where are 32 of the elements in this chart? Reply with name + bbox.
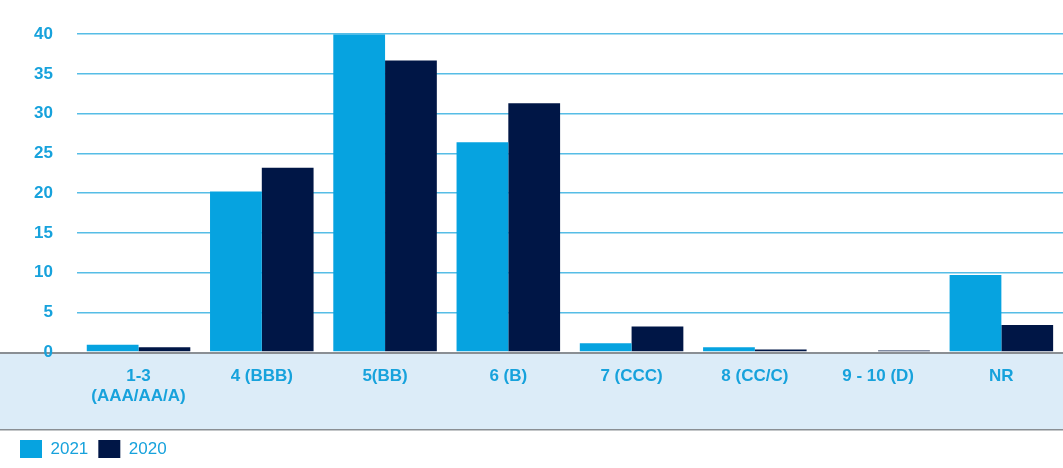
legend-label: 2020 bbox=[128, 438, 167, 458]
bar bbox=[631, 326, 684, 352]
bar bbox=[703, 347, 755, 352]
bar bbox=[138, 347, 191, 352]
x-tick-label: 1-3 (AAA/AA/A) bbox=[91, 365, 186, 406]
bar bbox=[333, 34, 386, 352]
bar bbox=[579, 343, 632, 352]
y-tick-label: 15 bbox=[33, 222, 53, 242]
x-tick-label: 9 - 10 (D) bbox=[842, 365, 915, 385]
bar bbox=[456, 142, 509, 352]
y-tick-label: 10 bbox=[33, 262, 53, 282]
bar bbox=[949, 274, 1002, 352]
bar bbox=[261, 167, 314, 352]
bar bbox=[1001, 324, 1054, 352]
x-tick-label: 6 (B) bbox=[489, 365, 528, 385]
x-tick-label: 5(BB) bbox=[362, 365, 408, 385]
bar bbox=[508, 103, 561, 352]
legend-label: 2021 bbox=[50, 438, 89, 458]
y-tick-label: 0 bbox=[43, 341, 53, 361]
y-tick-label: 30 bbox=[33, 103, 53, 123]
y-tick-label: 25 bbox=[33, 143, 53, 163]
bar bbox=[86, 344, 139, 352]
x-tick-label: 7 (CCC) bbox=[600, 365, 663, 385]
x-tick-label: NR bbox=[989, 365, 1014, 385]
bar bbox=[385, 60, 437, 352]
y-tick-label: 35 bbox=[33, 63, 53, 83]
x-tick-label: 8 (CC/C) bbox=[721, 365, 789, 385]
x-tick-label: 4 (BBB) bbox=[230, 365, 293, 385]
y-tick-label: 5 bbox=[43, 301, 53, 321]
y-tick-label: 40 bbox=[33, 23, 53, 43]
bar bbox=[210, 191, 262, 352]
y-tick-label: 20 bbox=[33, 182, 53, 202]
